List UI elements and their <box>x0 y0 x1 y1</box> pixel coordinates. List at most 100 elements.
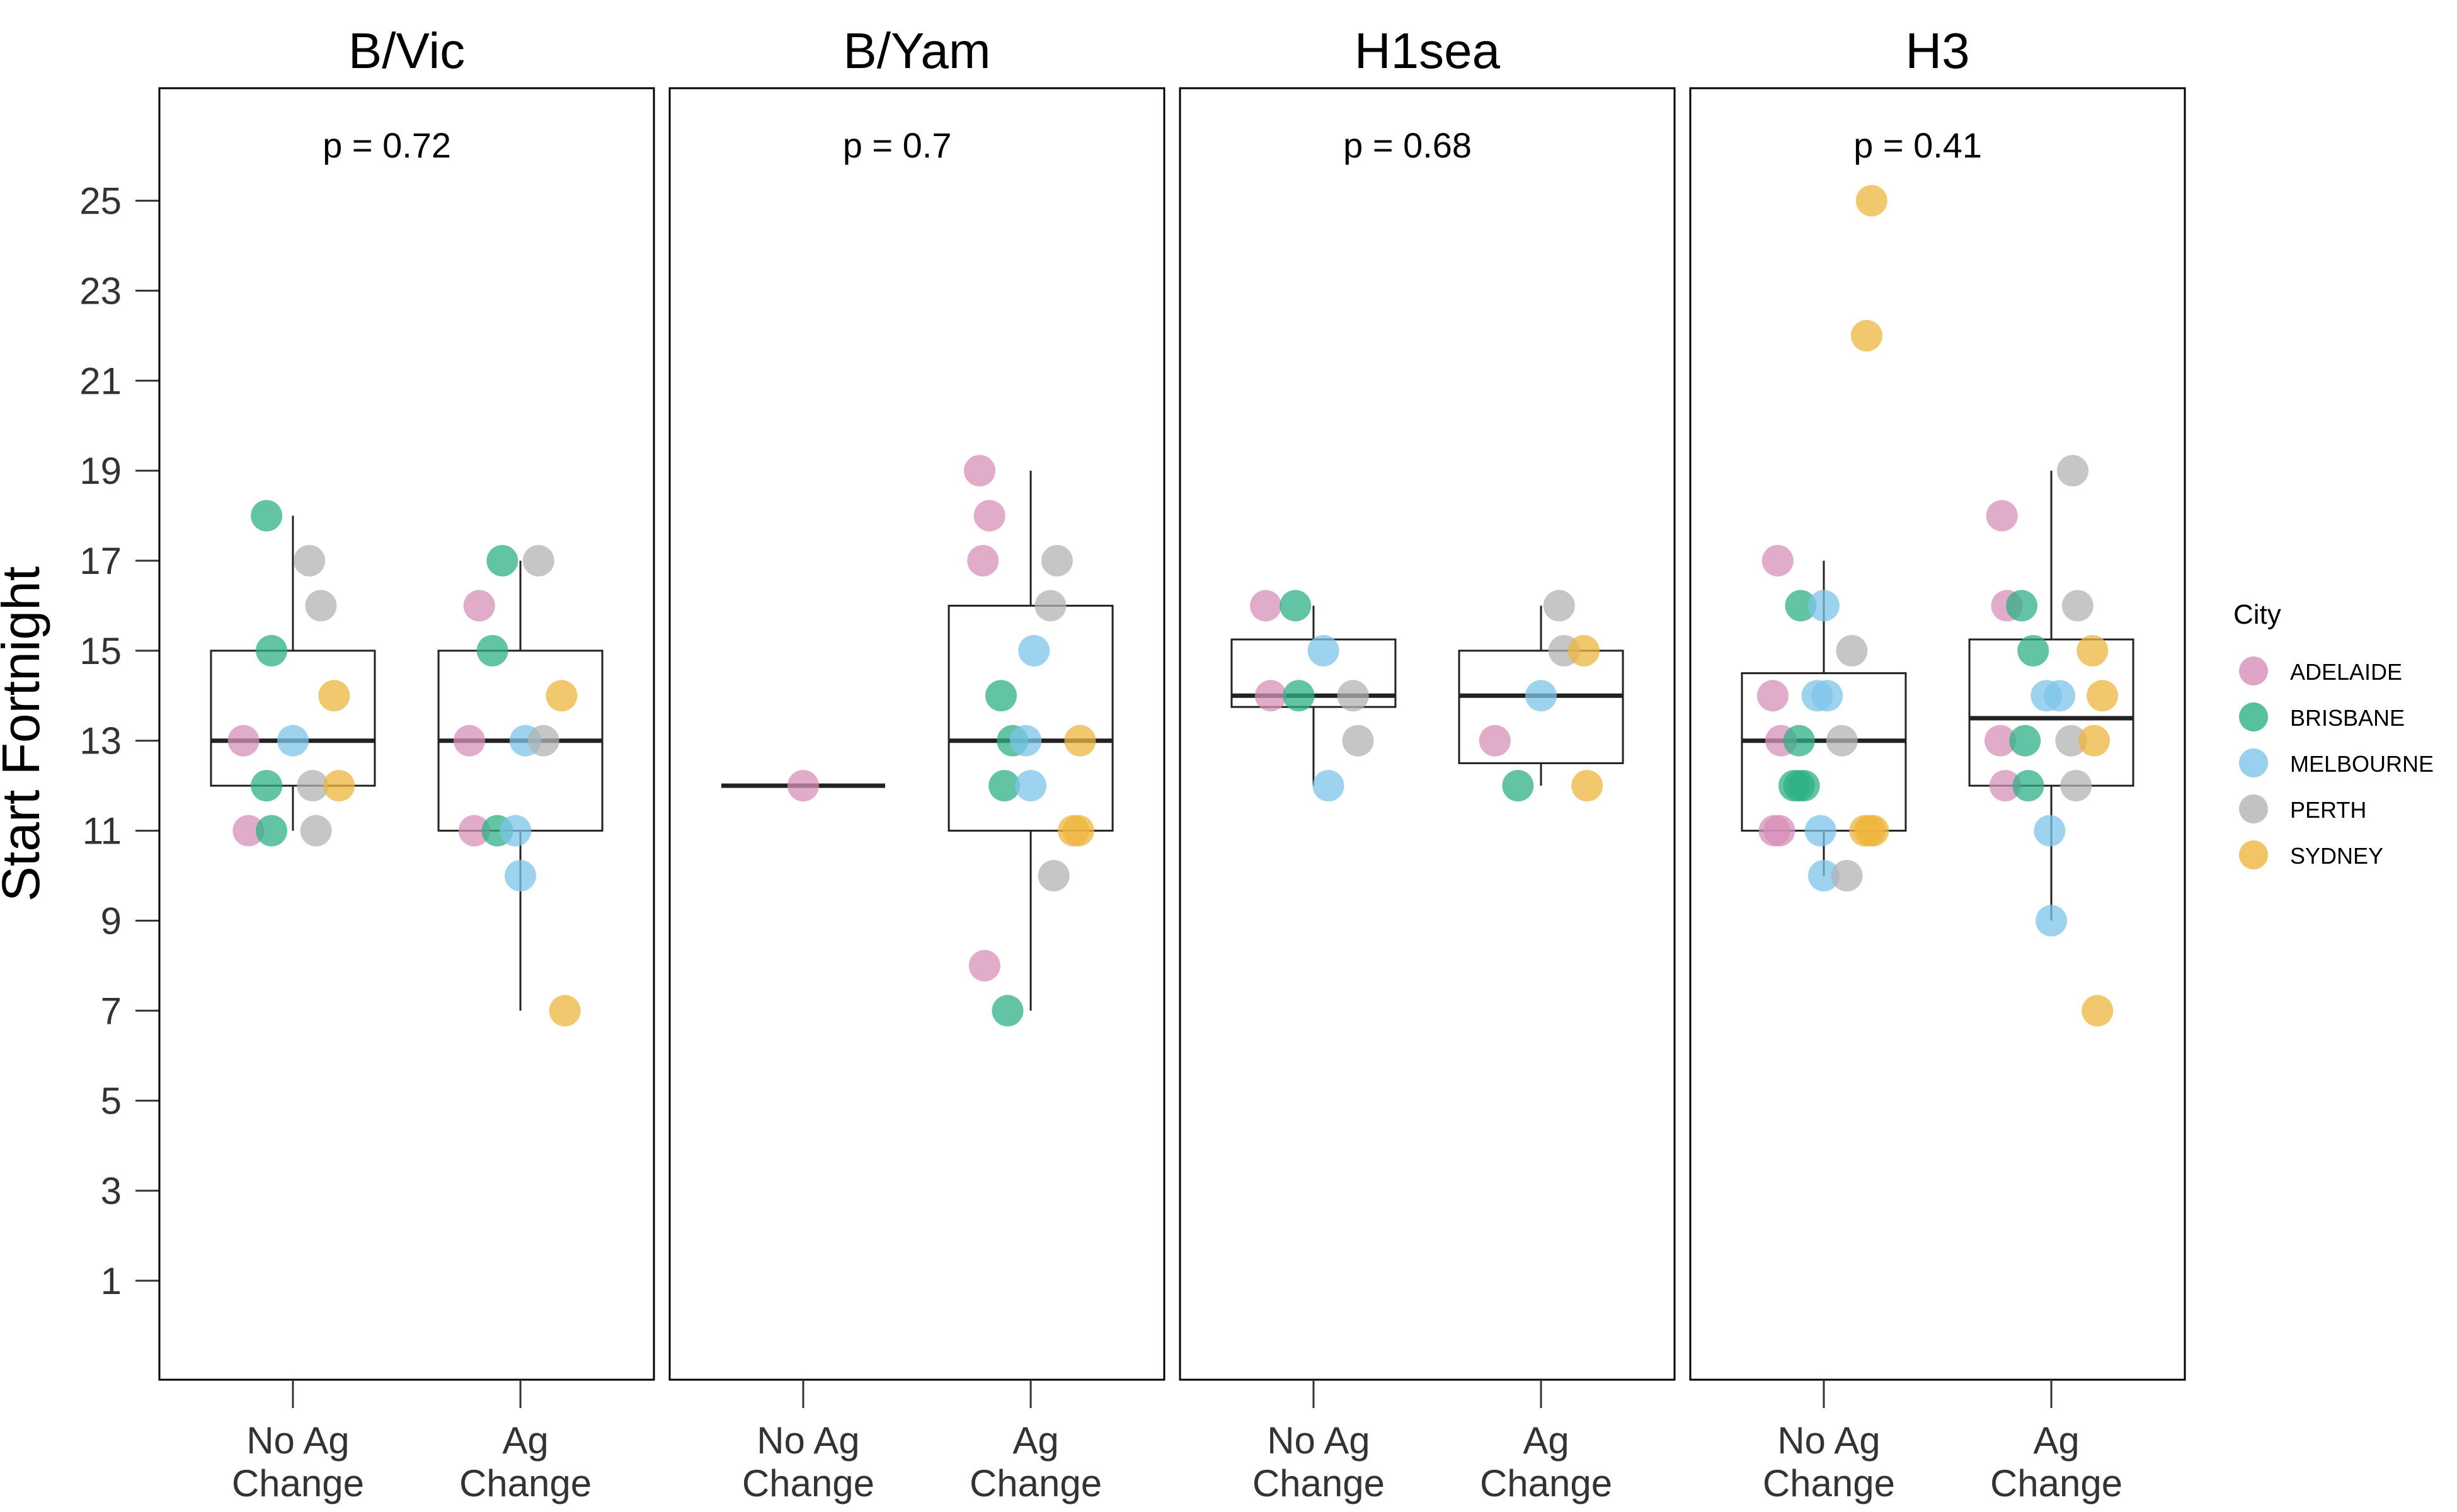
data-point-adelaide <box>787 770 819 802</box>
data-point-sydney <box>323 770 355 802</box>
legend-swatch-brisbane <box>2239 702 2268 731</box>
data-point-melbourne <box>1807 590 1840 622</box>
data-point-perth <box>1836 634 1868 667</box>
data-point-brisbane <box>251 770 283 802</box>
legend-swatch-sydney <box>2239 840 2268 869</box>
panel-frame <box>1179 87 1676 1381</box>
data-point-melbourne <box>500 815 532 847</box>
y-axis-label: Start Fortnight <box>0 566 50 902</box>
data-point-adelaide <box>1761 545 1794 576</box>
y-tick-label: 11 <box>83 810 122 852</box>
data-point-perth <box>1038 860 1070 891</box>
data-point-sydney <box>546 680 578 712</box>
y-tick-label: 25 <box>79 180 122 222</box>
data-point-adelaide <box>968 949 1000 982</box>
p-value-label: p = 0.72 <box>323 125 451 165</box>
data-point-brisbane <box>2005 590 2037 622</box>
x-tick-label: Ag <box>502 1419 548 1462</box>
legend-label: SYDNEY <box>2290 843 2383 869</box>
data-point-melbourne <box>1804 815 1836 847</box>
legend-swatch-melbourne <box>2239 748 2268 777</box>
legend-label: PERTH <box>2290 797 2366 823</box>
x-tick-label: Ag <box>2033 1419 2079 1462</box>
data-point-perth <box>522 545 554 576</box>
data-point-perth <box>1826 724 1858 757</box>
data-point-brisbane <box>1280 590 1312 622</box>
data-point-brisbane <box>2009 724 2041 757</box>
data-point-brisbane <box>255 815 287 847</box>
y-tick-label: 3 <box>101 1170 122 1212</box>
data-point-adelaide <box>1756 680 1789 712</box>
data-point-perth <box>294 545 326 576</box>
y-tick-label: 13 <box>79 720 122 762</box>
data-point-melbourne <box>505 860 537 891</box>
data-point-melbourne <box>2036 905 2068 937</box>
data-point-adelaide <box>1984 724 2017 757</box>
data-point-brisbane <box>992 995 1024 1027</box>
y-tick-label: 21 <box>79 360 122 402</box>
x-tick-label: Change <box>1480 1462 1612 1504</box>
data-point-sydney <box>1568 634 1600 667</box>
box-iqr <box>1458 650 1624 764</box>
data-point-melbourne <box>1807 860 1840 891</box>
legend-label: MELBOURNE <box>2290 751 2434 777</box>
data-point-adelaide <box>1986 500 2018 532</box>
panel-title: H1sea <box>1354 23 1501 79</box>
data-point-perth <box>300 815 332 847</box>
y-tick-label: 5 <box>101 1080 122 1122</box>
data-point-brisbane <box>985 680 1017 712</box>
data-point-perth <box>2060 770 2092 802</box>
data-point-perth <box>2057 455 2089 487</box>
panel-frame <box>1689 87 2186 1381</box>
x-tick-label: Ag <box>1523 1419 1569 1462</box>
x-tick-label: Change <box>459 1462 592 1504</box>
box-iqr <box>948 604 1114 832</box>
panel-frame <box>158 87 655 1381</box>
data-point-adelaide <box>1479 724 1511 757</box>
data-point-melbourne <box>2044 680 2076 712</box>
data-point-brisbane <box>1783 724 1815 757</box>
y-tick-label: 23 <box>79 270 122 312</box>
data-point-melbourne <box>2034 815 2066 847</box>
data-point-brisbane <box>1502 770 1534 802</box>
data-point-brisbane <box>988 770 1021 802</box>
y-tick-label: 7 <box>101 990 122 1032</box>
y-tick-label: 19 <box>79 450 122 492</box>
data-point-brisbane <box>255 634 287 667</box>
box-iqr <box>210 650 376 787</box>
data-point-brisbane <box>1283 680 1315 712</box>
data-point-adelaide <box>967 545 999 576</box>
panel-title: H3 <box>1905 23 1969 79</box>
data-point-sydney <box>1855 185 1887 217</box>
data-point-adelaide <box>964 455 996 487</box>
data-point-brisbane <box>2017 634 2049 667</box>
panel-title: B/Yam <box>843 23 990 79</box>
legend-title: City <box>2233 599 2281 630</box>
y-tick-label: 15 <box>79 630 122 672</box>
x-tick-label: No Ag <box>757 1419 859 1462</box>
p-value-label: p = 0.41 <box>1853 125 1982 165</box>
data-point-perth <box>2061 590 2093 622</box>
data-point-brisbane <box>476 634 508 667</box>
data-point-melbourne <box>1525 680 1557 712</box>
x-tick-label: Change <box>1990 1462 2122 1504</box>
data-point-sydney <box>2078 724 2110 757</box>
data-point-brisbane <box>486 545 518 576</box>
y-tick-label: 1 <box>101 1260 122 1302</box>
data-point-perth <box>1041 545 1073 576</box>
data-point-adelaide <box>1250 590 1282 622</box>
data-point-brisbane <box>251 500 283 532</box>
y-tick-label: 9 <box>101 900 122 942</box>
data-point-sydney <box>549 995 581 1027</box>
legend-swatch-adelaide <box>2239 656 2268 685</box>
data-point-sydney <box>1857 815 1889 847</box>
data-point-perth <box>1034 590 1067 622</box>
x-tick-label: Change <box>1763 1462 1895 1504</box>
p-value-label: p = 0.7 <box>843 125 952 165</box>
data-point-sydney <box>1064 724 1096 757</box>
panel-frame <box>668 87 1166 1381</box>
data-point-brisbane <box>1785 590 1817 622</box>
data-point-melbourne <box>1018 634 1050 667</box>
data-point-perth <box>297 770 329 802</box>
